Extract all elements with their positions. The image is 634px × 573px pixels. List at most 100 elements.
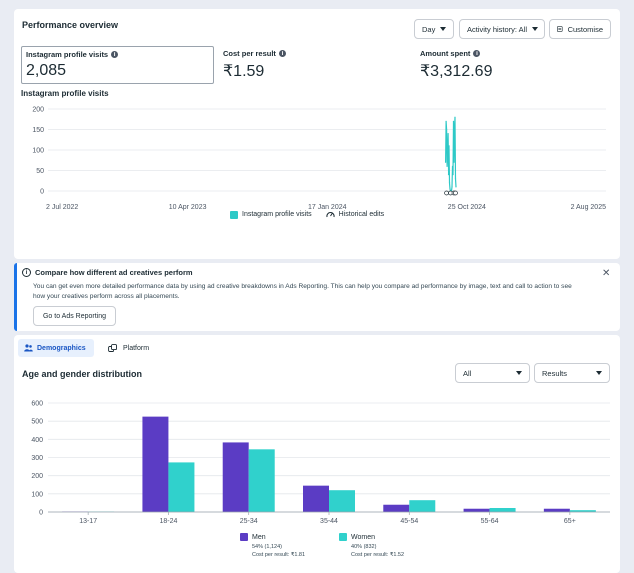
x-tick-label: 18-24 (159, 518, 177, 525)
series-line (445, 117, 457, 192)
bar-men (222, 442, 249, 512)
data-point (452, 120, 455, 122)
x-tick-label: 17 Jan 2024 (308, 204, 347, 211)
metric-label-text: Amount spent (420, 49, 471, 58)
bar-men (543, 508, 570, 512)
data-point (451, 165, 454, 167)
performance-card: Performance overview Day Activity histor… (14, 9, 620, 259)
metric-label-text: Instagram profile visits (26, 50, 109, 59)
legend-swatch (339, 533, 348, 541)
y-tick-label: 50 (36, 168, 44, 175)
tip-body: You can get even more detailed performan… (33, 283, 572, 300)
metric-label: Amount spent i (420, 49, 600, 58)
x-tick-label: 65+ (564, 518, 576, 525)
metric-value: 2,085 (26, 62, 67, 79)
x-tick-label: 25-34 (240, 518, 258, 525)
metric-value: ₹1.59 (223, 63, 265, 80)
line-chart-title: Instagram profile visits (21, 89, 109, 98)
bar-chart: 0 100 200 300 400 500 600 13-17 18-24 25-34 35-44 4… (31, 401, 610, 525)
x-tick-label: 45-54 (400, 518, 418, 525)
tab-label: Demographics (37, 344, 86, 352)
period-dropdown[interactable]: Day (414, 19, 454, 39)
y-tick-label: 500 (31, 419, 43, 426)
metric-amount-spent[interactable]: Amount spent i ₹3,312.69 (420, 49, 600, 81)
y-tick-label: 200 (32, 107, 44, 114)
x-tick-label: 25 Oct 2024 (448, 204, 486, 211)
metric-label: Results (542, 368, 568, 378)
tab-demographics[interactable]: Demographics (18, 339, 94, 357)
data-point (448, 182, 451, 184)
legend-swatch (230, 210, 238, 219)
history-dropdown[interactable]: Activity history: All (459, 19, 545, 39)
legend-pct: 40% (832) (351, 544, 377, 550)
devices-icon (108, 343, 117, 352)
demographics-title: Age and gender distribution (22, 369, 143, 379)
customise-icon (557, 26, 563, 32)
bar-chart-legend: Men 54% (1,124) Cost per result: ₹1.81 W… (240, 533, 404, 558)
metric-cost-per-result[interactable]: Cost per result i ₹1.59 (223, 49, 403, 81)
customise-label: Customise (567, 24, 603, 34)
legend-item-historical[interactable]: Historical edits (326, 210, 384, 219)
legend-label: Women (351, 533, 376, 541)
info-icon: i (473, 50, 481, 57)
bar-men (463, 508, 490, 512)
x-tick-label: 2 Aug 2025 (571, 204, 607, 211)
period-label: Day (422, 24, 436, 34)
go-to-ads-reporting-button[interactable]: Go to Ads Reporting (33, 306, 116, 326)
legend-cost: Cost per result: ₹1.52 (351, 552, 405, 558)
data-point (453, 161, 455, 163)
y-tick-label: 0 (40, 189, 44, 196)
tip-accent-bar (14, 263, 17, 331)
y-tick-label: 400 (31, 437, 43, 444)
x-tick-label: 13-17 (79, 518, 97, 525)
chevron-down-icon (440, 27, 447, 31)
bar-women (168, 462, 195, 512)
data-point (447, 133, 449, 135)
metric-profile-visits[interactable]: Instagram profile visits i 2,085 (21, 46, 214, 84)
metric-dropdown[interactable]: Results (534, 363, 610, 383)
tab-platform[interactable]: Platform (104, 339, 153, 357)
historical-edit-marker (453, 190, 458, 196)
data-point (447, 174, 450, 176)
data-point (448, 145, 450, 147)
gauge-icon (453, 190, 458, 196)
customise-button[interactable]: Customise (549, 19, 611, 39)
gauge-icon (326, 212, 335, 218)
tip-header: i Compare how different ad creatives per… (22, 268, 193, 277)
chevron-down-icon (516, 371, 522, 375)
info-icon: i (111, 51, 119, 58)
bar-women (489, 508, 516, 512)
chevron-down-icon (532, 27, 539, 31)
data-point (455, 186, 457, 188)
line-chart: 0 50 100 150 200 2 Jul 2022 10 Apr 2023 17 Jan … (32, 107, 607, 212)
data-point (449, 188, 451, 190)
x-tick-label: 2 Jul 2022 (46, 204, 78, 211)
bar-men (142, 416, 169, 512)
data-point (454, 116, 456, 118)
y-tick-label: 100 (31, 491, 43, 498)
metric-label: Cost per result i (223, 49, 403, 58)
bar-women (569, 510, 596, 512)
info-icon: i (22, 268, 31, 277)
close-icon[interactable]: ✕ (602, 268, 611, 279)
data-point (445, 120, 447, 122)
data-point (453, 128, 456, 131)
legend-label: Instagram profile visits (242, 211, 312, 218)
bar-men (383, 504, 410, 512)
bar-men (303, 485, 329, 512)
data-point (446, 165, 448, 167)
demographics-card: Demographics Platform Age and gender dis… (14, 335, 620, 573)
gender-filter-dropdown[interactable]: All (455, 363, 530, 383)
y-tick-label: 100 (32, 148, 44, 155)
y-tick-label: 200 (31, 473, 43, 480)
tip-title: Compare how different ad creatives perfo… (35, 268, 193, 277)
y-tick-label: 150 (32, 127, 44, 134)
info-icon: i (278, 50, 286, 57)
data-point (454, 178, 457, 180)
legend-item-series[interactable]: Instagram profile visits (230, 210, 312, 219)
history-label: Activity history: All (467, 24, 528, 34)
legend-item-women[interactable]: Women 40% (832) Cost per result: ₹1.52 (339, 533, 404, 558)
data-point (452, 174, 454, 176)
line-chart-legend: Instagram profile visits Historical edit… (230, 210, 384, 219)
legend-item-men[interactable]: Men 54% (1,124) Cost per result: ₹1.81 (240, 533, 305, 558)
